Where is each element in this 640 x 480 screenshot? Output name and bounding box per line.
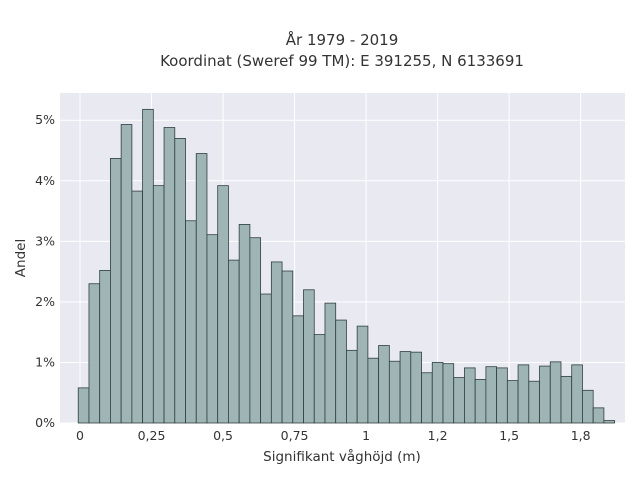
histogram-bar xyxy=(442,363,455,424)
histogram-bar xyxy=(528,380,540,424)
histogram-bar xyxy=(378,345,390,424)
histogram-bar xyxy=(582,389,594,424)
x-tick-label: 0,75 xyxy=(281,428,309,443)
histogram-bar xyxy=(238,223,251,424)
histogram-bar xyxy=(549,361,562,424)
histogram-bar xyxy=(99,270,111,424)
y-tick-label: 2% xyxy=(35,294,55,309)
histogram-bar xyxy=(485,366,498,424)
histogram-bar xyxy=(142,108,154,424)
histogram-bar xyxy=(120,124,133,424)
histogram-bar xyxy=(260,293,272,424)
x-tick-label: 1,5 xyxy=(499,428,519,443)
x-axis-title: Signifikant våghöjd (m) xyxy=(263,448,421,465)
histogram-bar xyxy=(431,362,444,424)
histogram-bar xyxy=(388,360,401,424)
histogram-bar xyxy=(474,379,487,424)
histogram-bar xyxy=(356,325,369,424)
histogram-bar xyxy=(453,377,465,424)
histogram-bar xyxy=(335,319,347,424)
x-tick-label: 1,8 xyxy=(571,428,591,443)
histogram-bar xyxy=(292,315,304,424)
histogram-bar xyxy=(313,334,326,424)
histogram-bar xyxy=(324,302,337,424)
histogram-bar xyxy=(539,365,551,424)
x-tick-label: 0,25 xyxy=(138,428,166,443)
chart-title-line-1: År 1979 - 2019 xyxy=(286,30,399,49)
histogram-bar xyxy=(421,372,433,424)
histogram-bar xyxy=(228,259,240,424)
y-axis-title: Andel xyxy=(13,239,29,277)
y-tick-label: 1% xyxy=(35,354,55,369)
x-tick-label: 1 xyxy=(362,428,370,443)
histogram-bar xyxy=(410,351,422,424)
axis-tick-labels: 0% 1% 2% 3% 4% 5% 0 0,25 0,5 0,75 1 1,2 1,5 1,8 xyxy=(35,112,590,443)
histogram-bar xyxy=(270,261,283,424)
histogram-bar xyxy=(110,157,122,424)
histogram-bar xyxy=(303,289,315,424)
histogram-bar xyxy=(152,185,165,424)
histogram-bars xyxy=(77,108,616,424)
histogram-bar xyxy=(496,367,508,424)
histogram-bar xyxy=(346,349,358,424)
histogram-bar xyxy=(77,387,90,424)
histogram-bar xyxy=(131,190,144,424)
histogram-bar xyxy=(217,185,229,424)
chart-title-line-2: Koordinat (Sweref 99 TM): E 391255, N 61… xyxy=(160,52,524,70)
histogram-bar xyxy=(506,380,519,424)
histogram-bar xyxy=(517,364,530,424)
x-tick-label: 0,5 xyxy=(213,428,233,443)
histogram-bar xyxy=(174,138,186,424)
y-tick-label: 0% xyxy=(35,415,55,430)
histogram-bar xyxy=(206,234,219,424)
y-tick-label: 5% xyxy=(35,112,55,127)
histogram-bar xyxy=(560,375,573,424)
histogram-bar xyxy=(399,351,412,424)
x-tick-label: 0 xyxy=(76,428,84,443)
histogram-bar xyxy=(464,367,476,424)
histogram-bar xyxy=(281,270,294,424)
histogram-bar xyxy=(163,127,176,424)
histogram-bar xyxy=(592,407,605,424)
histogram-bar xyxy=(367,357,380,424)
histogram-bar xyxy=(185,220,197,424)
histogram-bar xyxy=(88,283,101,424)
x-tick-label: 1,2 xyxy=(428,428,448,443)
y-tick-label: 3% xyxy=(35,233,55,248)
histogram-bar xyxy=(195,153,208,424)
histogram-bar xyxy=(603,420,616,424)
histogram-bar xyxy=(249,237,262,424)
histogram-bar xyxy=(571,364,583,424)
y-tick-label: 4% xyxy=(35,173,55,188)
